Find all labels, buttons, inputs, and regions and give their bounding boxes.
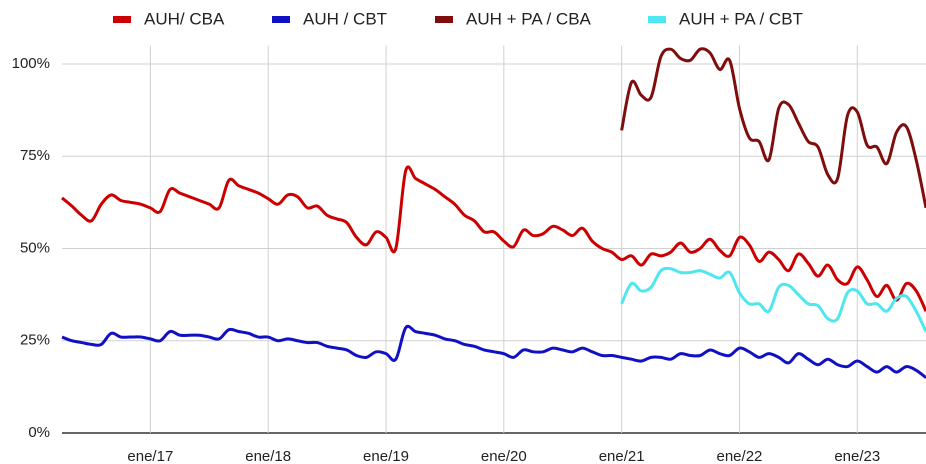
- y-tick-label: 25%: [20, 332, 50, 349]
- x-tick-label: ene/20: [481, 448, 527, 464]
- legend-swatch: [435, 16, 453, 23]
- y-tick-label: 50%: [20, 239, 50, 256]
- grid: [62, 45, 926, 434]
- x-tick-label: ene/21: [599, 448, 645, 464]
- labels: 0% 25% 50% 75% 100% ene/17 ene/18 ene/19 ene/20 e…: [12, 55, 881, 464]
- legend-label: AUH / CBT: [303, 9, 387, 28]
- x-tick-label: ene/17: [127, 448, 173, 464]
- x-tick-label: ene/18: [245, 448, 291, 464]
- x-tick-label: ene/22: [717, 448, 763, 464]
- series-line: [61, 324, 926, 379]
- legend-swatch: [113, 16, 131, 23]
- legend-swatch: [272, 16, 290, 23]
- plot-area: [61, 47, 926, 379]
- series-line: [61, 165, 926, 312]
- x-tick-label: ene/19: [363, 448, 409, 464]
- legend-label: AUH + PA / CBT: [679, 9, 803, 28]
- series-line: [620, 47, 926, 209]
- y-tick-label: 100%: [12, 55, 50, 72]
- x-tick-label: ene/23: [834, 448, 880, 464]
- legend: AUH/ CBA AUH / CBT AUH + PA / CBA AUH + PA …: [113, 9, 803, 28]
- series-line: [620, 266, 926, 333]
- legend-label: AUH/ CBA: [144, 9, 225, 28]
- y-tick-label: 0%: [28, 424, 50, 441]
- legend-label: AUH + PA / CBA: [466, 9, 592, 28]
- y-tick-label: 75%: [20, 147, 50, 164]
- legend-swatch: [648, 16, 666, 23]
